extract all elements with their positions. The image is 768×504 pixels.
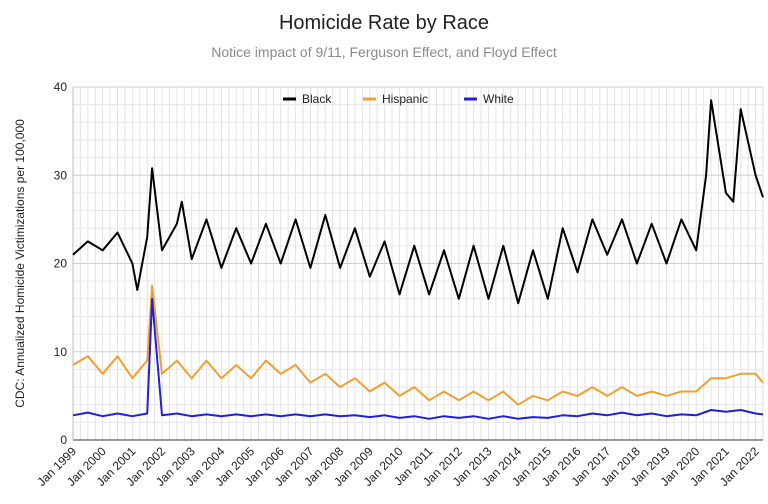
- y-tick-label: 30: [54, 168, 68, 182]
- y-tick-label: 0: [60, 433, 67, 447]
- series-line-white: [72, 297, 764, 420]
- series-line-hispanic: [72, 284, 764, 406]
- chart-subtitle: Notice impact of 9/11, Ferguson Effect, …: [211, 44, 557, 60]
- legend-label-hispanic: Hispanic: [382, 92, 428, 106]
- legend-label-black: Black: [302, 92, 332, 106]
- y-tick-label: 10: [54, 345, 68, 359]
- series-line-black: [72, 99, 764, 305]
- y-tick-label: 20: [54, 257, 68, 271]
- y-axis-label: CDC: Annualized Homicide Victimizations …: [13, 119, 27, 408]
- legend-label-white: White: [483, 92, 514, 106]
- chart-title: Homicide Rate by Race: [278, 12, 490, 34]
- y-tick-label: 40: [54, 80, 68, 94]
